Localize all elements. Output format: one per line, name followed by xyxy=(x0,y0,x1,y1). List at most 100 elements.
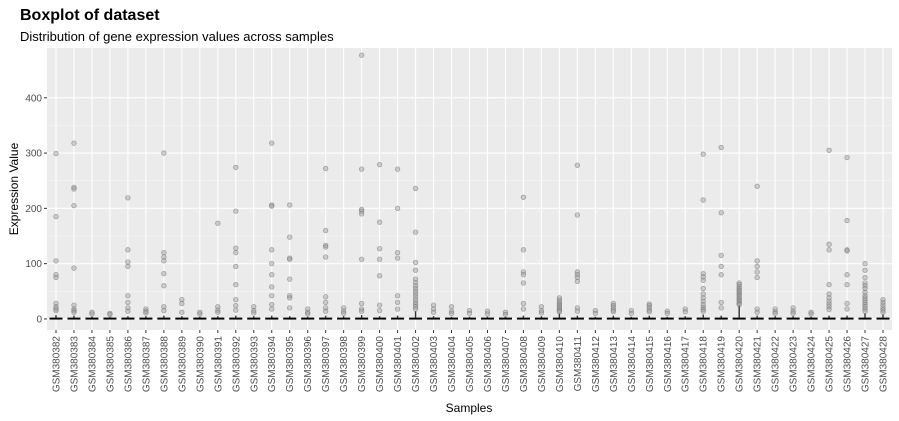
y-axis-ticks: 0 100 200 300 400 xyxy=(25,93,47,325)
outlier-point xyxy=(646,309,652,315)
outlier-point xyxy=(592,310,599,317)
outlier-point xyxy=(376,273,383,279)
outlier-point xyxy=(269,260,275,267)
x-tick-label: GSM380403 xyxy=(429,336,440,393)
outlier-point xyxy=(376,307,383,314)
outlier-point xyxy=(233,263,239,270)
outlier-point xyxy=(610,307,616,313)
outlier-point xyxy=(772,310,778,317)
outlier-point xyxy=(233,249,239,256)
x-tick-label: GSM380388 xyxy=(159,336,170,393)
outlier-point xyxy=(880,296,886,303)
outlier-point xyxy=(394,293,401,299)
outlier-point xyxy=(862,267,868,273)
outlier-point xyxy=(520,272,527,278)
x-tick-label: GSM380407 xyxy=(501,336,512,393)
outlier-point xyxy=(826,301,832,307)
outlier-point xyxy=(287,202,293,208)
outlier-point xyxy=(718,272,724,278)
outlier-point xyxy=(628,310,634,317)
outlier-point xyxy=(862,283,868,289)
outlier-point xyxy=(125,195,131,201)
chart-subtitle: Distribution of gene expression values a… xyxy=(20,29,334,44)
x-tick-label: GSM380402 xyxy=(411,336,422,393)
x-tick-label: GSM380384 xyxy=(87,336,98,393)
outlier-point xyxy=(197,311,203,317)
outlier-point xyxy=(754,269,760,275)
outlier-point xyxy=(394,299,401,306)
outlier-point xyxy=(358,166,365,172)
x-tick-label: GSM380413 xyxy=(609,336,620,393)
x-tick-label: GSM380399 xyxy=(357,336,368,393)
outlier-point xyxy=(376,256,383,262)
outlier-point xyxy=(862,285,868,292)
x-tick-label: GSM380392 xyxy=(231,336,242,393)
outlier-point xyxy=(646,301,652,307)
outlier-point xyxy=(71,184,77,190)
outlier-point xyxy=(233,164,239,171)
outlier-point xyxy=(161,283,167,289)
outlier-point xyxy=(700,197,706,203)
outlier-point xyxy=(71,202,77,209)
outlier-point xyxy=(179,300,185,307)
outlier-point xyxy=(215,220,221,226)
x-tick-label: GSM380397 xyxy=(321,336,332,393)
x-tick-label: GSM380387 xyxy=(141,336,152,393)
outlier-point xyxy=(826,247,832,253)
outlier-point xyxy=(826,304,832,310)
x-tick-label: GSM380416 xyxy=(663,336,674,393)
x-tick-label: GSM380386 xyxy=(123,336,134,393)
outlier-point xyxy=(179,296,185,303)
outlier-point xyxy=(538,304,545,310)
outlier-point xyxy=(71,186,77,192)
outlier-point xyxy=(844,248,850,254)
x-tick-label: GSM380389 xyxy=(177,336,188,393)
x-tick-label: GSM380404 xyxy=(447,336,458,393)
outlier-point xyxy=(161,150,167,156)
x-tick-label: GSM380400 xyxy=(375,336,386,393)
outlier-point xyxy=(53,272,59,278)
outlier-point xyxy=(358,256,365,262)
outlier-point xyxy=(448,310,455,317)
outlier-point xyxy=(143,310,149,316)
outlier-point xyxy=(89,309,95,315)
outlier-point xyxy=(53,213,59,220)
outlier-point xyxy=(71,265,77,271)
outlier-point xyxy=(664,310,670,317)
x-tick-label: GSM380427 xyxy=(861,336,872,393)
x-tick-label: GSM380382 xyxy=(51,336,62,393)
x-tick-label: GSM380418 xyxy=(699,336,710,393)
outlier-point xyxy=(358,208,365,214)
outlier-point xyxy=(161,249,167,256)
grid-lines xyxy=(47,48,892,330)
outlier-point xyxy=(844,282,850,288)
outlier-point xyxy=(610,309,616,315)
outlier-point xyxy=(790,310,796,317)
outlier-point xyxy=(520,247,527,253)
outlier-point xyxy=(251,310,257,316)
outlier-point xyxy=(538,310,545,316)
outlier-point xyxy=(754,274,760,281)
outlier-point xyxy=(754,263,760,270)
x-tick-label: GSM380385 xyxy=(105,336,116,393)
outlier-point xyxy=(376,246,383,252)
outlier-point xyxy=(53,150,59,157)
outlier-point xyxy=(305,311,311,317)
chart-title: Boxplot of dataset xyxy=(20,7,160,24)
outlier-point xyxy=(53,274,59,281)
outlier-point xyxy=(412,288,419,294)
x-tick-label: GSM380405 xyxy=(465,336,476,393)
outlier-point xyxy=(466,310,473,317)
outlier-point xyxy=(287,305,293,311)
outlier-points xyxy=(53,52,886,318)
outlier-point xyxy=(574,269,581,275)
boxes xyxy=(49,305,890,320)
outlier-point xyxy=(394,166,401,172)
outlier-point xyxy=(808,311,814,317)
outlier-point xyxy=(269,293,275,299)
outlier-point xyxy=(233,307,239,313)
outlier-point xyxy=(412,296,419,303)
outlier-point xyxy=(826,241,832,247)
outlier-point xyxy=(287,256,293,262)
outlier-point xyxy=(844,300,850,307)
